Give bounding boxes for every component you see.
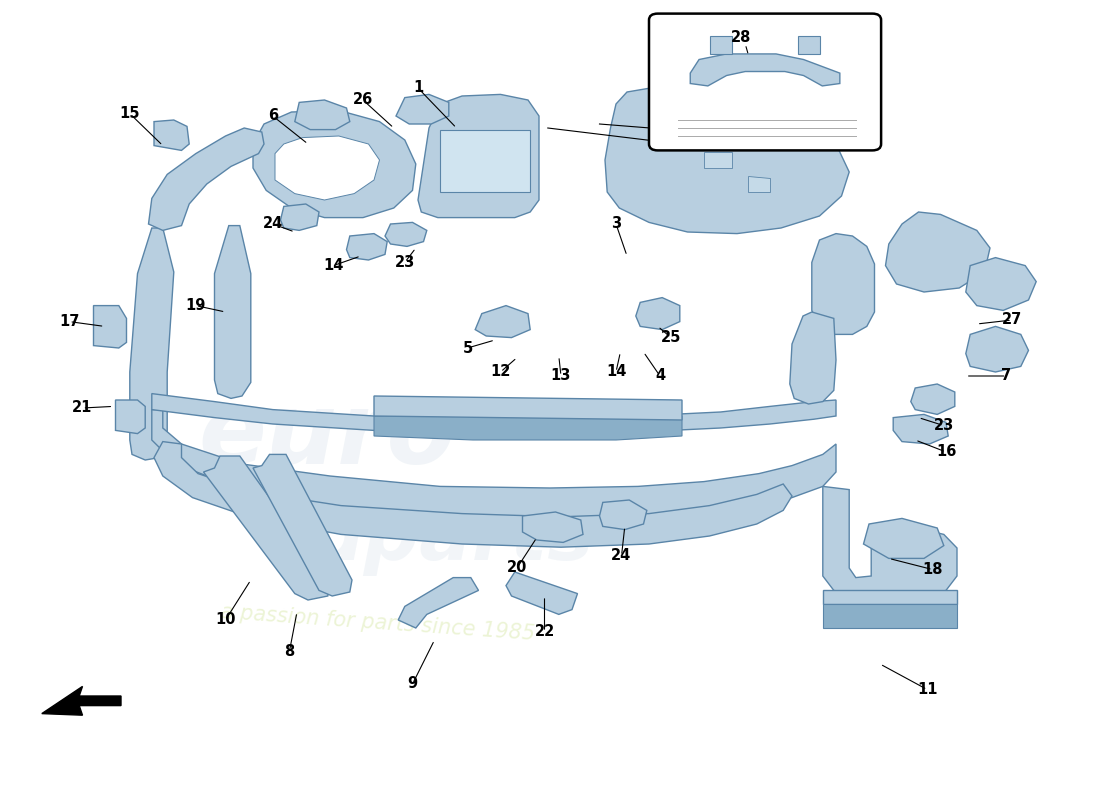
- Text: euro: euro: [198, 388, 455, 485]
- Text: 19: 19: [186, 298, 206, 313]
- Text: 4: 4: [654, 369, 666, 383]
- Polygon shape: [418, 94, 539, 218]
- Polygon shape: [812, 234, 874, 334]
- Text: 6: 6: [267, 109, 278, 123]
- Polygon shape: [116, 400, 145, 434]
- Polygon shape: [148, 128, 264, 230]
- Text: 28: 28: [730, 30, 751, 45]
- Polygon shape: [823, 604, 957, 628]
- Polygon shape: [790, 312, 836, 404]
- Text: 22: 22: [535, 625, 554, 639]
- Polygon shape: [636, 298, 680, 330]
- Polygon shape: [893, 414, 948, 444]
- Text: 23: 23: [934, 418, 954, 433]
- Polygon shape: [522, 512, 583, 542]
- Polygon shape: [748, 176, 770, 192]
- FancyBboxPatch shape: [649, 14, 881, 150]
- Text: 17: 17: [59, 314, 79, 329]
- Text: 20: 20: [507, 561, 527, 575]
- Text: 5: 5: [462, 341, 473, 355]
- Polygon shape: [911, 384, 955, 414]
- Polygon shape: [799, 35, 821, 54]
- Polygon shape: [154, 120, 189, 150]
- Polygon shape: [966, 258, 1036, 310]
- Polygon shape: [152, 394, 836, 434]
- Polygon shape: [214, 226, 251, 398]
- Text: 11: 11: [917, 682, 937, 697]
- Text: 23: 23: [395, 255, 415, 270]
- Polygon shape: [605, 86, 849, 234]
- Polygon shape: [374, 416, 682, 440]
- Text: 21: 21: [73, 401, 92, 415]
- Text: 15: 15: [120, 106, 140, 121]
- Polygon shape: [823, 486, 957, 596]
- Polygon shape: [275, 136, 380, 200]
- Polygon shape: [440, 130, 530, 192]
- Text: 25: 25: [661, 330, 681, 345]
- Text: 9: 9: [407, 677, 418, 691]
- Polygon shape: [396, 94, 449, 124]
- Polygon shape: [253, 110, 416, 218]
- Polygon shape: [154, 442, 792, 547]
- Polygon shape: [42, 686, 121, 715]
- Polygon shape: [966, 326, 1028, 372]
- Polygon shape: [864, 518, 944, 558]
- Text: 12: 12: [491, 365, 510, 379]
- Text: 26: 26: [353, 93, 373, 107]
- Text: 16: 16: [936, 445, 956, 459]
- Text: 24: 24: [612, 549, 631, 563]
- Polygon shape: [374, 396, 682, 420]
- Text: 14: 14: [606, 365, 626, 379]
- Polygon shape: [711, 35, 733, 54]
- Polygon shape: [204, 456, 330, 600]
- Polygon shape: [600, 500, 647, 530]
- Polygon shape: [280, 204, 319, 230]
- Polygon shape: [94, 306, 126, 348]
- Text: 18: 18: [923, 562, 943, 577]
- Text: a passion for parts since 1985: a passion for parts since 1985: [220, 602, 536, 644]
- Polygon shape: [506, 572, 578, 614]
- Text: 14: 14: [323, 258, 343, 273]
- Text: 24: 24: [263, 217, 283, 231]
- Polygon shape: [475, 306, 530, 338]
- Polygon shape: [691, 54, 840, 86]
- Text: dparts: dparts: [308, 500, 594, 576]
- Text: 27: 27: [1002, 313, 1022, 327]
- Text: 8: 8: [284, 645, 295, 659]
- Polygon shape: [346, 234, 387, 260]
- Text: 1: 1: [412, 81, 424, 95]
- Polygon shape: [385, 222, 427, 246]
- Polygon shape: [704, 152, 732, 168]
- Polygon shape: [130, 228, 174, 460]
- Text: 10: 10: [216, 613, 235, 627]
- Text: 3: 3: [610, 217, 621, 231]
- Polygon shape: [886, 212, 990, 292]
- Text: 13: 13: [551, 369, 571, 383]
- Text: 2: 2: [864, 81, 874, 95]
- Polygon shape: [152, 410, 836, 520]
- Polygon shape: [253, 454, 352, 596]
- Polygon shape: [398, 578, 478, 628]
- Text: 7: 7: [1001, 369, 1012, 383]
- Polygon shape: [295, 100, 350, 130]
- Polygon shape: [823, 590, 957, 604]
- Polygon shape: [704, 120, 737, 144]
